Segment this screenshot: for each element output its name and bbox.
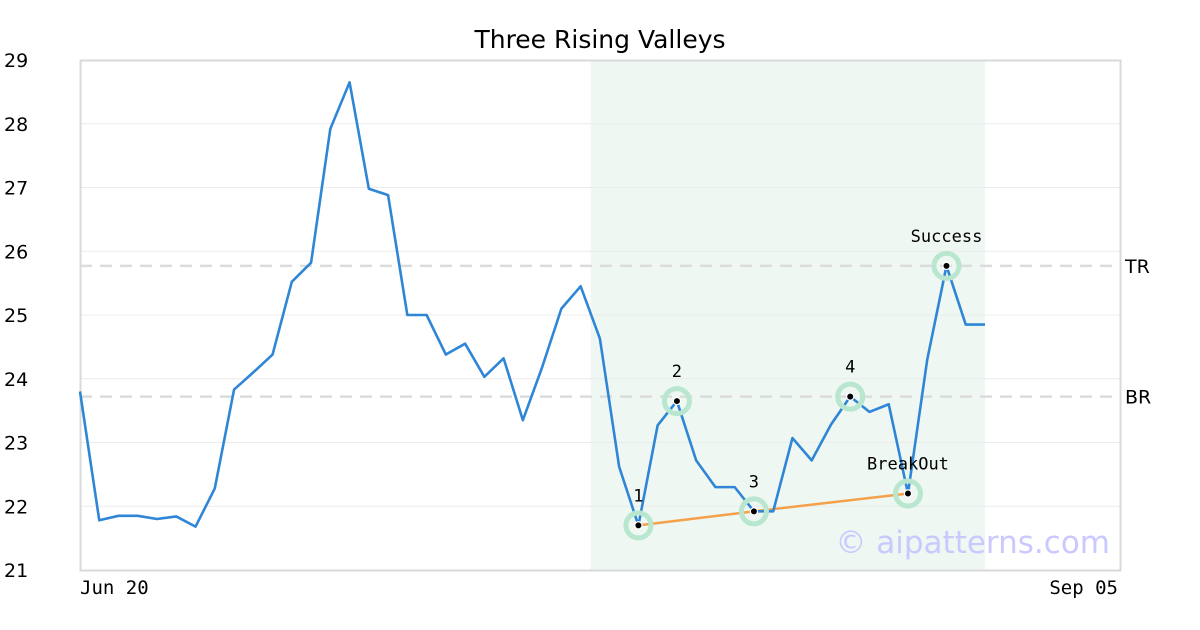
level-label: TR <box>1124 256 1150 278</box>
pattern-point-label: 1 <box>633 486 643 506</box>
pattern-point-label: 3 <box>749 472 759 492</box>
y-tick-label: 21 <box>4 560 28 582</box>
x-tick-label: Jun 20 <box>80 577 149 599</box>
y-tick-label: 26 <box>4 241 28 263</box>
pattern-point-label: Success <box>911 227 983 247</box>
y-tick-label: 23 <box>4 433 28 455</box>
pattern-point-halo <box>931 250 962 281</box>
pattern-point-marker <box>846 392 855 401</box>
pattern-point-halo <box>738 496 769 527</box>
pattern-points-layer: 1 2 3 4 BreakOut Success <box>623 227 983 541</box>
pattern-point-label: 4 <box>845 358 855 378</box>
y-tick-label: 28 <box>4 114 28 136</box>
x-tick-labels: Jun 20 Sep 05 <box>80 577 1118 599</box>
pattern-point-marker <box>942 261 951 271</box>
plot-frame <box>79 59 1122 572</box>
pattern-point-marker <box>903 489 913 498</box>
y-tick-label: 25 <box>4 305 28 327</box>
series-layer <box>78 81 985 528</box>
watermark: © aipatterns.com <box>835 525 1110 561</box>
level-label: BR <box>1125 387 1151 409</box>
pattern-point-label: BreakOut <box>867 455 949 475</box>
pattern-point-halo <box>623 510 654 541</box>
y-tick-label: 24 <box>4 369 28 391</box>
pattern-point-halo <box>661 386 692 417</box>
pattern-point-halo <box>835 381 866 412</box>
gridlines-layer <box>80 123 1120 507</box>
y-tick-labels: 21 22 23 24 25 26 27 28 29 <box>4 50 28 582</box>
pattern-point-label: 2 <box>672 362 682 382</box>
y-tick-label: 29 <box>4 50 28 72</box>
x-tick-label: Sep 05 <box>1049 577 1118 599</box>
y-tick-label: 22 <box>4 496 28 518</box>
chart-title: Three Rising Valleys <box>473 25 725 54</box>
y-tick-label: 27 <box>4 178 28 200</box>
pattern-point-marker <box>749 507 759 516</box>
pattern-point-halo <box>892 478 923 509</box>
pattern-point-marker <box>672 396 682 406</box>
price-line <box>78 81 985 528</box>
pattern-point-marker <box>634 521 643 530</box>
